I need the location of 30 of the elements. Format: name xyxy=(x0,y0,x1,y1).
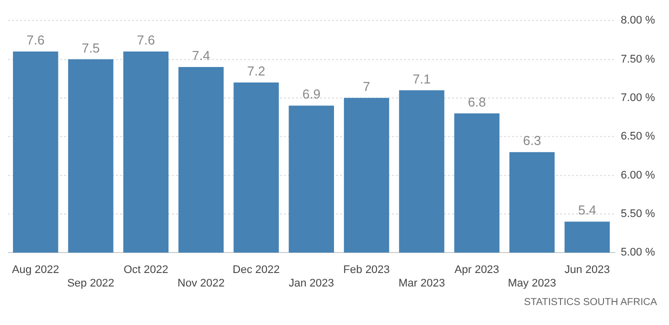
x-tick-label: Dec 2022 xyxy=(232,264,280,276)
y-tick-label: 7.00 % xyxy=(620,92,656,104)
data-label: 7 xyxy=(362,79,370,94)
text: STATISTICS SOUTH AFRICA xyxy=(523,297,658,308)
x-tick-label: Sep 2022 xyxy=(67,277,114,290)
data-label: 7.5 xyxy=(82,40,100,56)
data-label: 7.1 xyxy=(412,71,431,86)
y-tick-label: 8.00 % xyxy=(620,14,656,27)
data-label: 7.6 xyxy=(136,32,155,48)
x-tick-label: Mar 2023 xyxy=(398,277,445,290)
y-tick-label: 6.50 % xyxy=(620,130,656,143)
x-tick-label: Nov 2022 xyxy=(178,277,225,290)
x-tick-label: Jun 2023 xyxy=(564,264,610,276)
data-label: 7.2 xyxy=(247,64,266,79)
y-tick-label: 6.00 % xyxy=(620,169,656,182)
x-tick-label: May 2023 xyxy=(508,277,556,290)
data-label: 5.4 xyxy=(578,202,596,218)
data-label: 7.4 xyxy=(192,48,210,64)
data-label: 6.9 xyxy=(302,86,320,102)
x-tick-label: Aug 2022 xyxy=(12,264,60,276)
x-tick-label: Oct 2022 xyxy=(124,264,168,276)
y-tick-label: 7.50 % xyxy=(620,53,656,66)
y-tick-label: 5.50 % xyxy=(620,208,656,220)
data-label: 7.6 xyxy=(26,32,45,48)
x-tick-label: Jan 2023 xyxy=(288,277,334,290)
data-label: 6.3 xyxy=(522,133,542,148)
x-tick-label: Feb 2023 xyxy=(343,264,390,276)
x-tick-label: Apr 2023 xyxy=(454,264,500,276)
data-label: 6.8 xyxy=(468,94,486,110)
y-tick-label: 5.00 % xyxy=(620,246,656,259)
